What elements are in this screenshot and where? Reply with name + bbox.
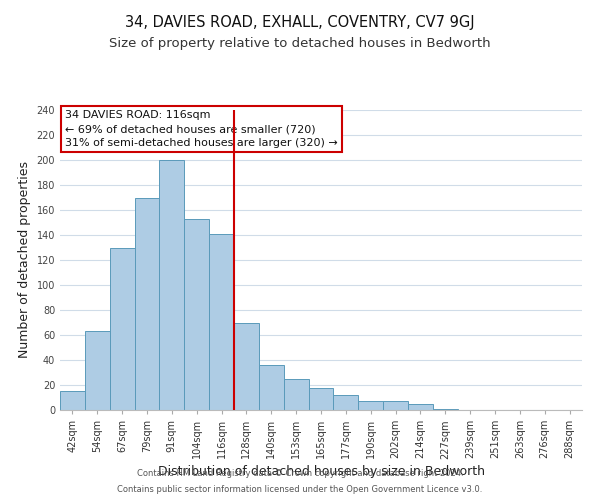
Bar — [209, 234, 234, 410]
Bar — [383, 401, 408, 410]
Text: Contains public sector information licensed under the Open Government Licence v3: Contains public sector information licen… — [118, 485, 482, 494]
X-axis label: Distribution of detached houses by size in Bedworth: Distribution of detached houses by size … — [157, 466, 485, 478]
Bar — [110, 248, 134, 410]
Bar — [284, 379, 308, 410]
Bar — [184, 219, 209, 410]
Bar — [334, 395, 358, 410]
Bar — [234, 322, 259, 410]
Bar — [433, 409, 458, 410]
Text: Size of property relative to detached houses in Bedworth: Size of property relative to detached ho… — [109, 38, 491, 51]
Bar — [308, 388, 334, 410]
Text: 34, DAVIES ROAD, EXHALL, COVENTRY, CV7 9GJ: 34, DAVIES ROAD, EXHALL, COVENTRY, CV7 9… — [125, 15, 475, 30]
Bar — [60, 391, 85, 410]
Y-axis label: Number of detached properties: Number of detached properties — [18, 162, 31, 358]
Bar — [259, 365, 284, 410]
Bar — [160, 160, 184, 410]
Bar — [408, 404, 433, 410]
Bar — [358, 401, 383, 410]
Bar — [85, 331, 110, 410]
Text: Contains HM Land Registry data © Crown copyright and database right 2024.: Contains HM Land Registry data © Crown c… — [137, 468, 463, 477]
Text: 34 DAVIES ROAD: 116sqm
← 69% of detached houses are smaller (720)
31% of semi-de: 34 DAVIES ROAD: 116sqm ← 69% of detached… — [65, 110, 338, 148]
Bar — [134, 198, 160, 410]
